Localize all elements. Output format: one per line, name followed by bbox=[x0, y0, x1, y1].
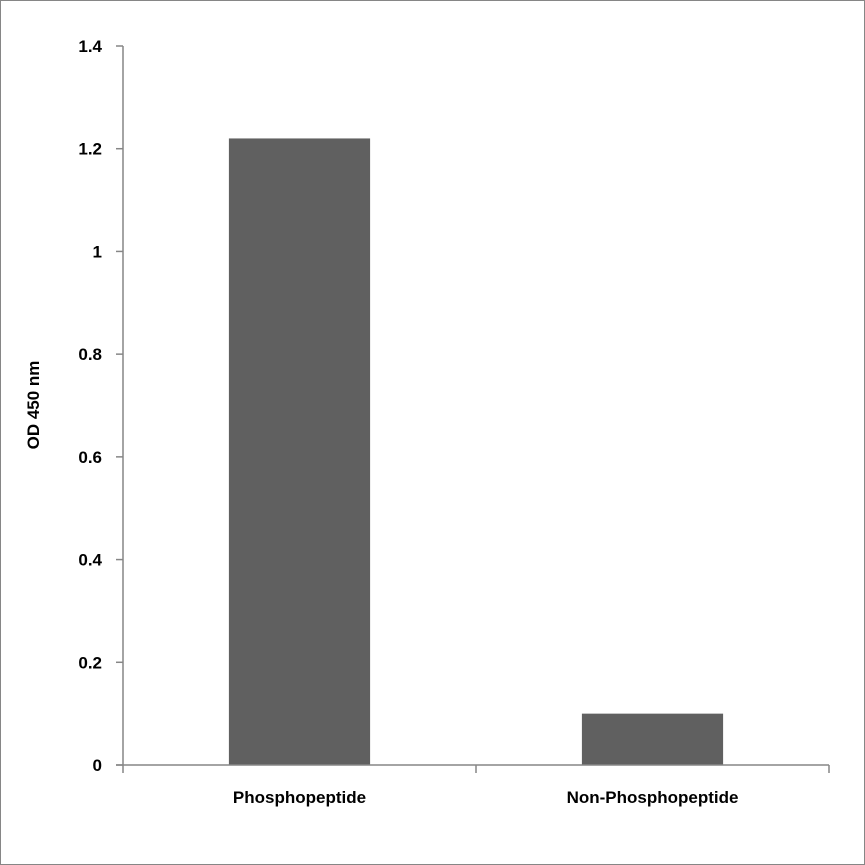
bar-phosphopeptide bbox=[228, 138, 371, 765]
y-tick-label: 0.4 bbox=[78, 551, 102, 570]
y-tick-label: 1 bbox=[93, 242, 102, 261]
x-tick-label: Non-Phosphopeptide bbox=[567, 788, 739, 807]
y-tick-label: 1.4 bbox=[78, 37, 102, 56]
y-tick-label: 0.8 bbox=[78, 345, 102, 364]
y-tick-label: 0 bbox=[93, 756, 102, 775]
y-tick-label: 1.2 bbox=[78, 140, 102, 159]
y-axis-label: OD 450 nm bbox=[24, 361, 43, 450]
y-tick-label: 0.2 bbox=[78, 653, 102, 672]
x-tick-label: Phosphopeptide bbox=[233, 788, 366, 807]
y-tick-label: 0.6 bbox=[78, 448, 102, 467]
bar-non-phosphopeptide bbox=[581, 713, 724, 765]
